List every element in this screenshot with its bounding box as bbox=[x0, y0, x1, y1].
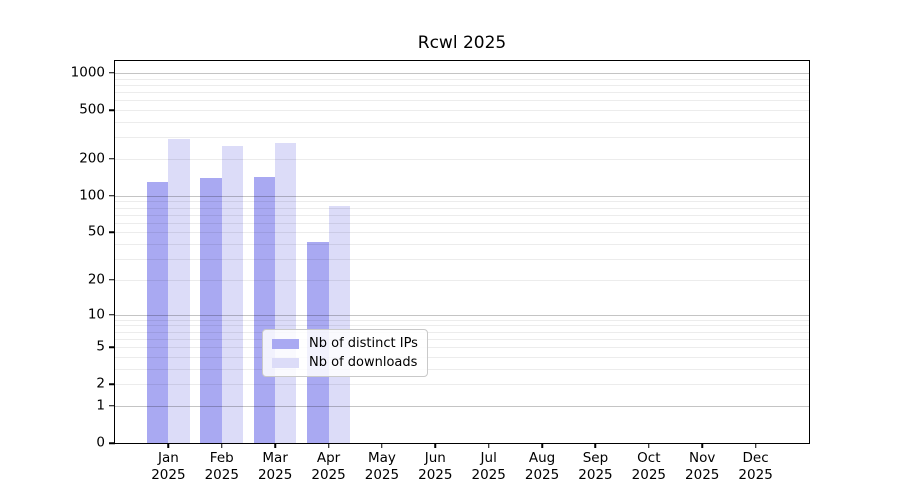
legend-label: Nb of downloads bbox=[309, 355, 418, 370]
x-tick-month: Mar bbox=[262, 450, 288, 466]
x-tick-year: 2025 bbox=[418, 467, 453, 483]
x-tick-mark bbox=[274, 443, 276, 448]
x-tick-year: 2025 bbox=[738, 467, 773, 483]
x-tick-mark bbox=[541, 443, 543, 448]
x-tick-mark bbox=[487, 443, 490, 448]
y-axis-tick-label: 0 bbox=[96, 434, 105, 451]
x-tick-year: 2025 bbox=[685, 467, 720, 483]
legend-item: Nb of downloads bbox=[272, 355, 418, 370]
bar-distinct-ips bbox=[253, 176, 276, 443]
x-tick-year: 2025 bbox=[524, 467, 560, 483]
x-tick-mark bbox=[167, 443, 170, 448]
y-tick-mark bbox=[109, 405, 115, 407]
x-axis-tick-label: Mar 2025 bbox=[258, 450, 292, 484]
x-axis-tick-label: Jan 2025 bbox=[151, 450, 185, 484]
x-tick-mark bbox=[594, 443, 597, 448]
y-tick-mark bbox=[109, 442, 115, 444]
x-tick-year: 2025 bbox=[631, 467, 667, 483]
y-axis-tick-label: 1 bbox=[96, 397, 105, 414]
y-axis-tick-label: 1000 bbox=[70, 64, 105, 81]
legend-label: Nb of distinct IPs bbox=[309, 336, 418, 351]
x-axis-tick-label: Jun 2025 bbox=[418, 450, 452, 484]
bar-distinct-ips bbox=[200, 177, 222, 443]
x-tick-month: May bbox=[367, 450, 396, 466]
y-tick-mark bbox=[109, 195, 115, 197]
x-tick-year: 2025 bbox=[364, 467, 400, 483]
y-axis-tick-label: 500 bbox=[79, 101, 105, 118]
legend-swatch bbox=[272, 357, 299, 368]
x-tick-month: Jan bbox=[157, 450, 179, 466]
y-tick-mark bbox=[109, 279, 115, 281]
x-tick-month: Jun bbox=[424, 450, 446, 466]
plot-area: 0 1 2 5 10 20 50 100 200 500 1000 Jan 2025 Feb 2025 Mar… bbox=[71, 60, 810, 483]
x-tick-year: 2025 bbox=[257, 467, 293, 483]
x-tick-month: Nov bbox=[689, 450, 716, 466]
x-axis-tick-label: Oct 2025 bbox=[632, 450, 666, 484]
x-tick-mark bbox=[701, 443, 703, 448]
bar-downloads bbox=[168, 139, 190, 443]
x-tick-month: Aug bbox=[528, 450, 556, 466]
gridline-minor bbox=[115, 158, 809, 160]
gridline-major bbox=[115, 72, 809, 74]
y-tick-mark bbox=[109, 109, 115, 111]
y-tick-mark bbox=[109, 72, 115, 74]
x-tick-month: Dec bbox=[742, 450, 769, 466]
legend-item: Nb of distinct IPs bbox=[272, 336, 418, 351]
bar-distinct-ips bbox=[147, 181, 169, 443]
x-tick-year: 2025 bbox=[311, 467, 346, 483]
x-tick-year: 2025 bbox=[578, 467, 613, 483]
x-tick-month: Apr bbox=[316, 450, 341, 466]
bar-downloads bbox=[221, 145, 244, 443]
x-tick-year: 2025 bbox=[151, 467, 186, 483]
gridline-minor bbox=[115, 78, 809, 80]
x-tick-mark bbox=[221, 443, 223, 448]
legend-swatch bbox=[272, 338, 299, 349]
bar-downloads bbox=[275, 142, 297, 443]
y-axis-tick-label: 50 bbox=[87, 223, 105, 240]
x-tick-mark bbox=[434, 443, 437, 448]
y-axis-tick-label: 100 bbox=[79, 187, 105, 204]
y-axis-tick-label: 20 bbox=[87, 271, 105, 288]
gridline-minor bbox=[115, 121, 809, 123]
gridline-minor bbox=[115, 92, 809, 94]
chart-title: Rcwl 2025 bbox=[417, 33, 507, 53]
gridline-minor bbox=[115, 100, 809, 102]
x-tick-month: Oct bbox=[637, 450, 661, 466]
x-tick-mark bbox=[327, 443, 330, 448]
y-tick-mark bbox=[109, 158, 115, 160]
y-tick-mark bbox=[109, 313, 115, 316]
x-tick-month: Jul bbox=[480, 450, 497, 466]
x-tick-mark bbox=[648, 443, 650, 448]
gridline-minor bbox=[115, 137, 809, 139]
y-tick-mark bbox=[109, 383, 115, 385]
x-tick-mark bbox=[381, 443, 383, 448]
gridline-minor bbox=[115, 84, 809, 86]
gridline-minor bbox=[115, 110, 809, 112]
legend: Nb of distinct IPs Nb of downloads bbox=[262, 329, 428, 377]
x-tick-month: Sep bbox=[582, 450, 609, 466]
x-tick-year: 2025 bbox=[471, 467, 506, 483]
y-tick-mark bbox=[109, 231, 115, 234]
y-axis-tick-label: 10 bbox=[87, 305, 105, 322]
x-axis-tick-label: Apr 2025 bbox=[311, 450, 345, 484]
x-tick-year: 2025 bbox=[204, 467, 239, 483]
x-axis-tick-label: Aug 2025 bbox=[525, 450, 559, 484]
x-axis-tick-label: Dec 2025 bbox=[738, 450, 772, 484]
x-axis-tick-label: Feb 2025 bbox=[205, 450, 239, 484]
x-axis-tick-label: May 2025 bbox=[365, 450, 399, 484]
x-axis-tick-label: Sep 2025 bbox=[578, 450, 612, 484]
x-axis-tick-label: Nov 2025 bbox=[685, 450, 719, 484]
x-axis-tick-label: Jul 2025 bbox=[472, 450, 506, 484]
x-tick-month: Feb bbox=[209, 450, 234, 466]
y-tick-mark bbox=[109, 346, 115, 348]
y-axis-tick-label: 2 bbox=[96, 375, 105, 392]
y-axis-tick-label: 200 bbox=[79, 150, 105, 167]
x-tick-mark bbox=[754, 443, 757, 448]
y-axis-tick-label: 5 bbox=[96, 338, 105, 355]
bar-downloads bbox=[328, 206, 350, 443]
